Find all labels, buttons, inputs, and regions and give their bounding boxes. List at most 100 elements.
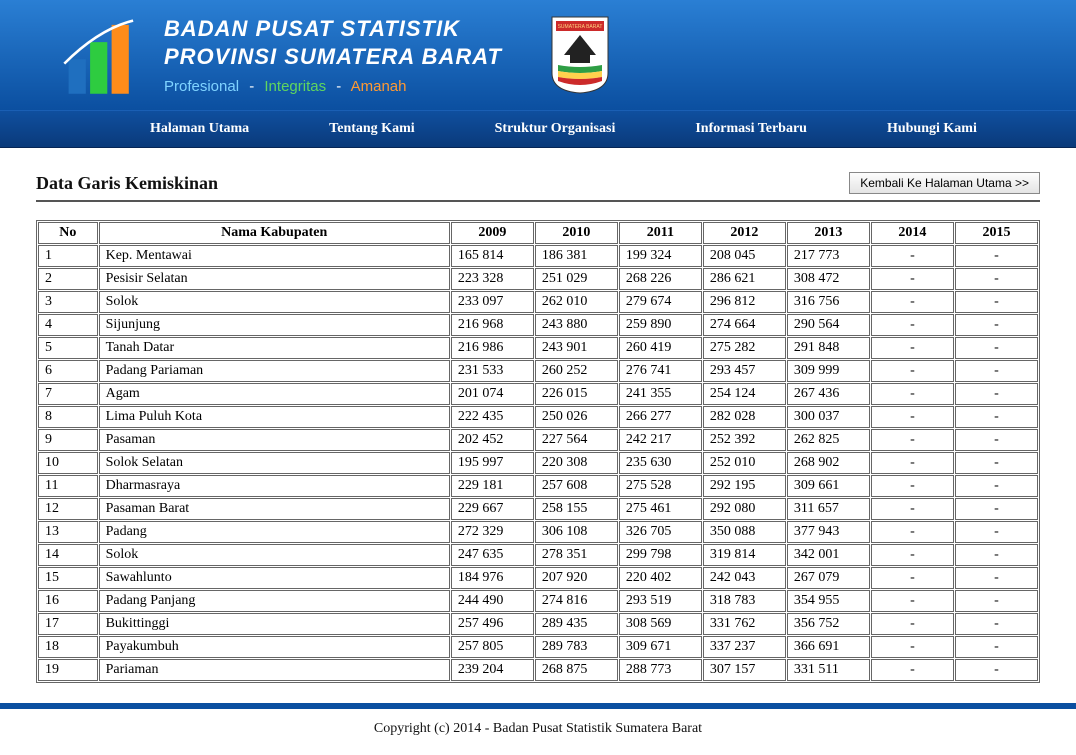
table-cell: 18 [38, 636, 98, 658]
table-cell: 306 108 [535, 521, 618, 543]
table-row: 7Agam201 074226 015241 355254 124267 436… [38, 383, 1038, 405]
table-cell: 235 630 [619, 452, 702, 474]
table-cell: Pasaman Barat [99, 498, 450, 520]
tagline-sep-2: - [336, 78, 341, 95]
table-cell: - [955, 245, 1038, 267]
table-cell: - [955, 544, 1038, 566]
table-cell: 12 [38, 498, 98, 520]
table-cell: 296 812 [703, 291, 786, 313]
table-cell: 275 461 [619, 498, 702, 520]
table-cell: 308 569 [619, 613, 702, 635]
table-cell: Agam [99, 383, 450, 405]
nav-informasi-terbaru[interactable]: Informasi Terbaru [695, 121, 807, 137]
table-cell: 258 155 [535, 498, 618, 520]
table-cell: 299 798 [619, 544, 702, 566]
table-cell: Tanah Datar [99, 337, 450, 359]
table-row: 3Solok233 097262 010279 674296 812316 75… [38, 291, 1038, 313]
table-cell: - [871, 268, 954, 290]
table-row: 4Sijunjung216 968243 880259 890274 66429… [38, 314, 1038, 336]
footer-text: Copyright (c) 2014 - Badan Pusat Statist… [0, 709, 1076, 755]
table-cell: - [871, 567, 954, 589]
table-cell: - [871, 245, 954, 267]
table-cell: 377 943 [787, 521, 870, 543]
table-cell: 268 226 [619, 268, 702, 290]
table-cell: - [955, 590, 1038, 612]
table-cell: 356 752 [787, 613, 870, 635]
table-cell: 257 608 [535, 475, 618, 497]
table-cell: 216 986 [451, 337, 534, 359]
table-cell: - [955, 291, 1038, 313]
table-cell: 1 [38, 245, 98, 267]
org-title-line2: PROVINSI SUMATERA BARAT [164, 44, 502, 70]
table-cell: 290 564 [787, 314, 870, 336]
table-cell: Kep. Mentawai [99, 245, 450, 267]
table-row: 11Dharmasraya229 181257 608275 528292 19… [38, 475, 1038, 497]
nav-struktur-organisasi[interactable]: Struktur Organisasi [495, 121, 616, 137]
table-cell: 274 664 [703, 314, 786, 336]
table-cell: 259 890 [619, 314, 702, 336]
table-cell: 199 324 [619, 245, 702, 267]
table-cell: - [871, 613, 954, 635]
table-cell: Pasaman [99, 429, 450, 451]
table-cell: 247 635 [451, 544, 534, 566]
table-cell: - [871, 337, 954, 359]
table-cell: Payakumbuh [99, 636, 450, 658]
table-cell: 14 [38, 544, 98, 566]
table-cell: 19 [38, 659, 98, 681]
nav-halaman-utama[interactable]: Halaman Utama [150, 121, 249, 137]
table-row: 10Solok Selatan195 997220 308235 630252 … [38, 452, 1038, 474]
table-cell: 4 [38, 314, 98, 336]
table-cell: 252 010 [703, 452, 786, 474]
table-cell: - [955, 383, 1038, 405]
table-cell: 289 783 [535, 636, 618, 658]
table-cell: Bukittinggi [99, 613, 450, 635]
table-cell: - [871, 406, 954, 428]
table-cell: - [955, 498, 1038, 520]
table-row: 12Pasaman Barat229 667258 155275 461292 … [38, 498, 1038, 520]
table-cell: 331 762 [703, 613, 786, 635]
page-title: Data Garis Kemiskinan [36, 173, 218, 194]
table-row: 6Padang Pariaman231 533260 252276 741293… [38, 360, 1038, 382]
tagline-integritas: Integritas [264, 78, 326, 95]
table-cell: - [955, 429, 1038, 451]
table-cell: 243 901 [535, 337, 618, 359]
tagline-sep-1: - [249, 78, 254, 95]
back-button[interactable]: Kembali Ke Halaman Utama >> [849, 172, 1040, 194]
table-cell: 266 277 [619, 406, 702, 428]
table-cell: 309 999 [787, 360, 870, 382]
col-header: 2012 [703, 222, 786, 244]
nav-hubungi-kami[interactable]: Hubungi Kami [887, 121, 977, 137]
table-cell: 239 204 [451, 659, 534, 681]
table-cell: 289 435 [535, 613, 618, 635]
svg-text:SUMATERA BARAT: SUMATERA BARAT [558, 24, 603, 30]
bps-logo-icon [60, 12, 146, 98]
table-cell: 308 472 [787, 268, 870, 290]
table-cell: Pariaman [99, 659, 450, 681]
table-row: 19Pariaman239 204268 875288 773307 15733… [38, 659, 1038, 681]
table-cell: - [871, 291, 954, 313]
table-cell: 3 [38, 291, 98, 313]
table-cell: 241 355 [619, 383, 702, 405]
table-cell: - [955, 521, 1038, 543]
table-cell: 309 661 [787, 475, 870, 497]
table-cell: 318 783 [703, 590, 786, 612]
nav-tentang-kami[interactable]: Tentang Kami [329, 121, 414, 137]
table-row: 1Kep. Mentawai165 814186 381199 324208 0… [38, 245, 1038, 267]
table-cell: - [955, 475, 1038, 497]
table-row: 13Padang272 329306 108326 705350 088377 … [38, 521, 1038, 543]
table-cell: 202 452 [451, 429, 534, 451]
table-cell: - [955, 360, 1038, 382]
table-header-row: NoNama Kabupaten200920102011201220132014… [38, 222, 1038, 244]
table-cell: Dharmasraya [99, 475, 450, 497]
tagline-amanah: Amanah [351, 78, 407, 95]
table-cell: - [871, 544, 954, 566]
org-title-line1: BADAN PUSAT STATISTIK [164, 16, 502, 42]
table-cell: 184 976 [451, 567, 534, 589]
table-cell: 254 124 [703, 383, 786, 405]
table-row: 14Solok247 635278 351299 798319 814342 0… [38, 544, 1038, 566]
org-tagline: Profesional - Integritas - Amanah [164, 78, 502, 95]
table-cell: 242 043 [703, 567, 786, 589]
table-cell: 222 435 [451, 406, 534, 428]
table-cell: 316 756 [787, 291, 870, 313]
logo-block: BADAN PUSAT STATISTIK PROVINSI SUMATERA … [60, 12, 610, 98]
